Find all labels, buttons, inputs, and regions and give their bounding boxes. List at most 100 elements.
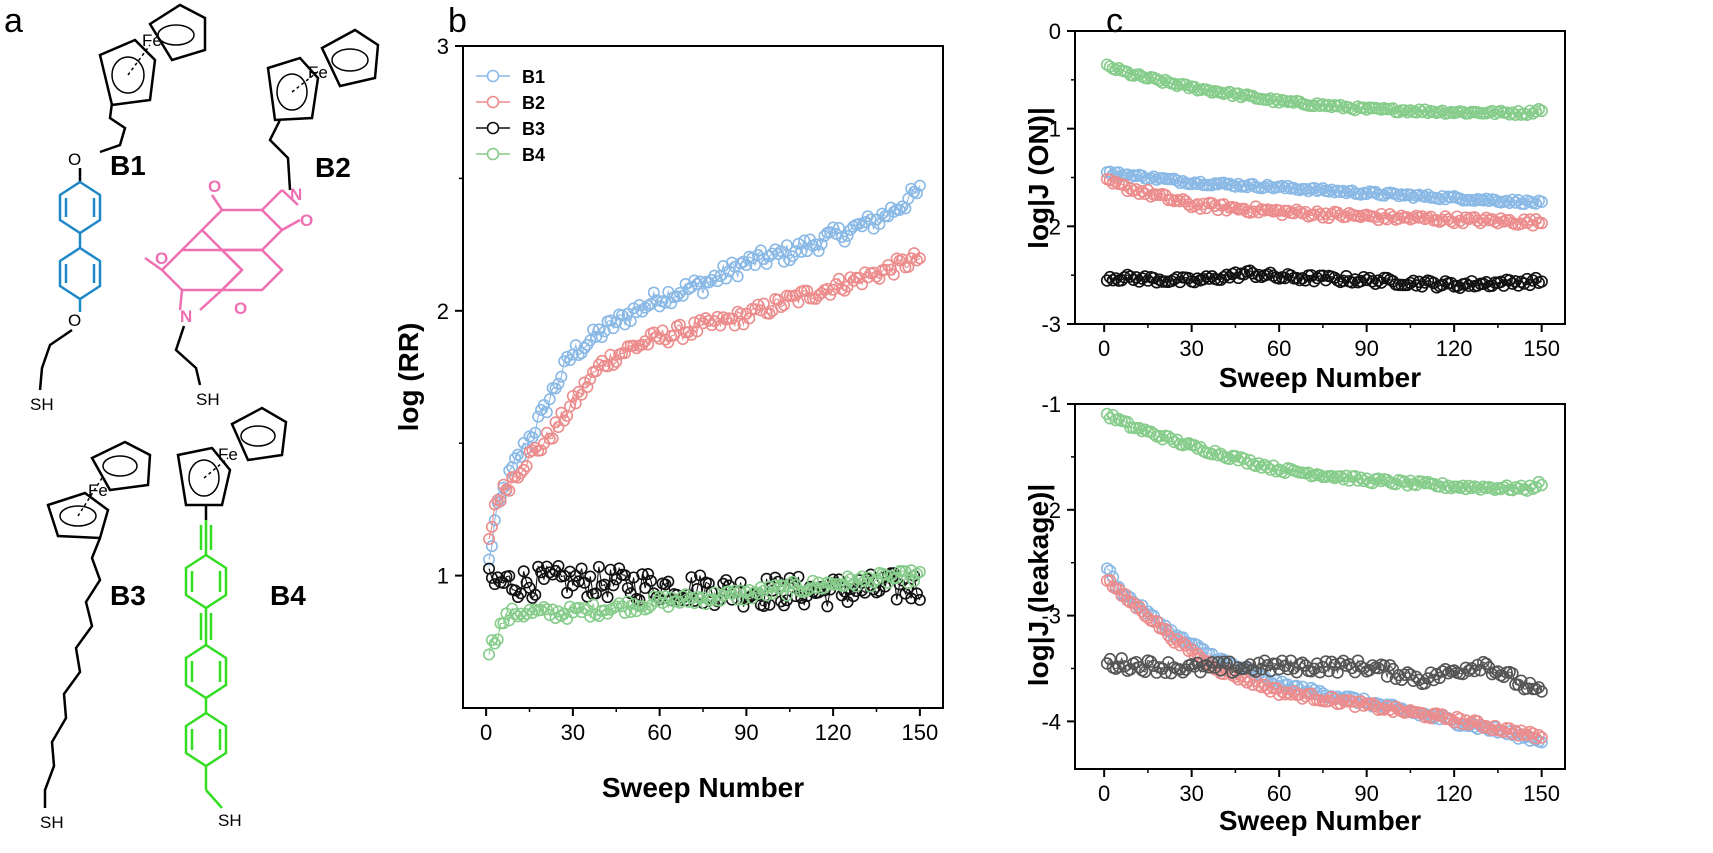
data-point: [1477, 213, 1490, 227]
data-point: [1436, 665, 1449, 678]
data-point: [694, 275, 707, 288]
data-point: [1509, 108, 1522, 121]
data-point: [540, 603, 553, 616]
data-point: [1156, 76, 1169, 89]
x-tick-label: 60: [1267, 336, 1291, 361]
data-point: [1535, 731, 1548, 744]
data-point: [598, 578, 611, 591]
data-point: [1229, 664, 1242, 677]
series-b1: [483, 179, 926, 566]
data-point: [569, 569, 582, 582]
b2-fe-atom: Fe: [308, 63, 328, 82]
data-point: [1275, 179, 1289, 193]
data-point: [1506, 106, 1519, 119]
y-tick-label: 0: [1049, 19, 1061, 44]
data-point: [1138, 665, 1152, 679]
series-b3: [1100, 652, 1548, 698]
data-point: [1436, 190, 1449, 203]
data-point: [1418, 276, 1432, 289]
data-point: [555, 406, 568, 419]
data-point: [1182, 198, 1195, 211]
data-point: [688, 274, 701, 287]
y-tick-label: -2: [1041, 498, 1061, 523]
data-point: [1459, 482, 1473, 496]
data-point: [806, 574, 819, 587]
data-point: [890, 571, 903, 584]
series-b4: [1100, 58, 1548, 121]
data-point: [488, 514, 501, 527]
data-point: [1503, 196, 1516, 209]
data-point: [1523, 104, 1537, 117]
data-point: [613, 597, 626, 610]
data-point: [763, 307, 776, 320]
data-point: [702, 276, 715, 289]
data-point: [1485, 723, 1499, 737]
data-point: [1103, 165, 1117, 179]
data-point: [1144, 190, 1158, 203]
data-point: [777, 255, 790, 268]
data-point: [1217, 270, 1230, 284]
y-axis-title: log (RR): [393, 323, 424, 432]
data-point: [517, 463, 530, 476]
data-point: [1165, 633, 1178, 646]
data-point: [561, 586, 574, 599]
data-point: [584, 334, 597, 347]
data-point: [1284, 688, 1298, 701]
data-point: [1497, 725, 1510, 738]
data-point: [772, 248, 785, 261]
data-point: [1153, 273, 1166, 286]
data-point: [1246, 89, 1260, 103]
data-point: [873, 218, 886, 231]
data-point: [913, 179, 926, 192]
data-point: [673, 318, 686, 331]
x-tick-label: 0: [480, 720, 492, 745]
data-point: [789, 245, 802, 258]
ferrocene-b1: [98, 3, 207, 107]
data-point: [734, 576, 747, 589]
chart-b-log-rr: 0 30 60 90 120 150 1 2 3 Sweep Number log (RR) B1 B2…: [393, 34, 944, 803]
data-point: [1255, 461, 1268, 474]
x-tick-label: 120: [1436, 336, 1473, 361]
data-point: [670, 588, 683, 601]
data-point: [1407, 211, 1420, 225]
data-point: [1249, 459, 1263, 473]
data-point: [1377, 189, 1391, 202]
data-point: [1252, 656, 1265, 670]
data-point: [1325, 469, 1338, 483]
data-point: [691, 325, 704, 338]
series-b4: [483, 564, 926, 661]
data-point: [1165, 432, 1178, 445]
data-point: [1121, 184, 1134, 198]
y-tick-label: 1: [437, 564, 449, 589]
data-point: [1526, 274, 1540, 287]
data-point: [850, 580, 863, 593]
data-point: [607, 579, 620, 592]
data-point: [1135, 272, 1149, 285]
legend-marker: [486, 95, 500, 109]
data-point: [789, 578, 802, 591]
b1-o-top-atom: O: [68, 150, 81, 169]
data-point: [1398, 104, 1411, 117]
panel-letter-a: a: [4, 2, 23, 40]
y-tick-label: 2: [437, 299, 449, 324]
data-point: [1401, 106, 1414, 119]
data-point: [679, 588, 692, 601]
data-point: [746, 252, 759, 265]
b1-biphenyl: [58, 180, 102, 312]
data-point: [1360, 187, 1373, 201]
data-point: [509, 608, 522, 621]
data-point: [1453, 481, 1467, 494]
data-point: [887, 268, 900, 281]
data-point: [1103, 412, 1117, 425]
data-point: [867, 576, 880, 589]
data-point: [1334, 98, 1347, 112]
series-b3: [1100, 264, 1548, 294]
x-tick-label: 0: [1098, 336, 1110, 361]
data-point: [685, 328, 698, 341]
data-point: [1410, 478, 1423, 492]
data-point: [590, 587, 603, 600]
data-point: [1278, 181, 1292, 195]
panel-a-structures: a Fe O O SH: [4, 2, 380, 832]
data-point: [1305, 269, 1318, 282]
data-point: [1325, 208, 1338, 221]
